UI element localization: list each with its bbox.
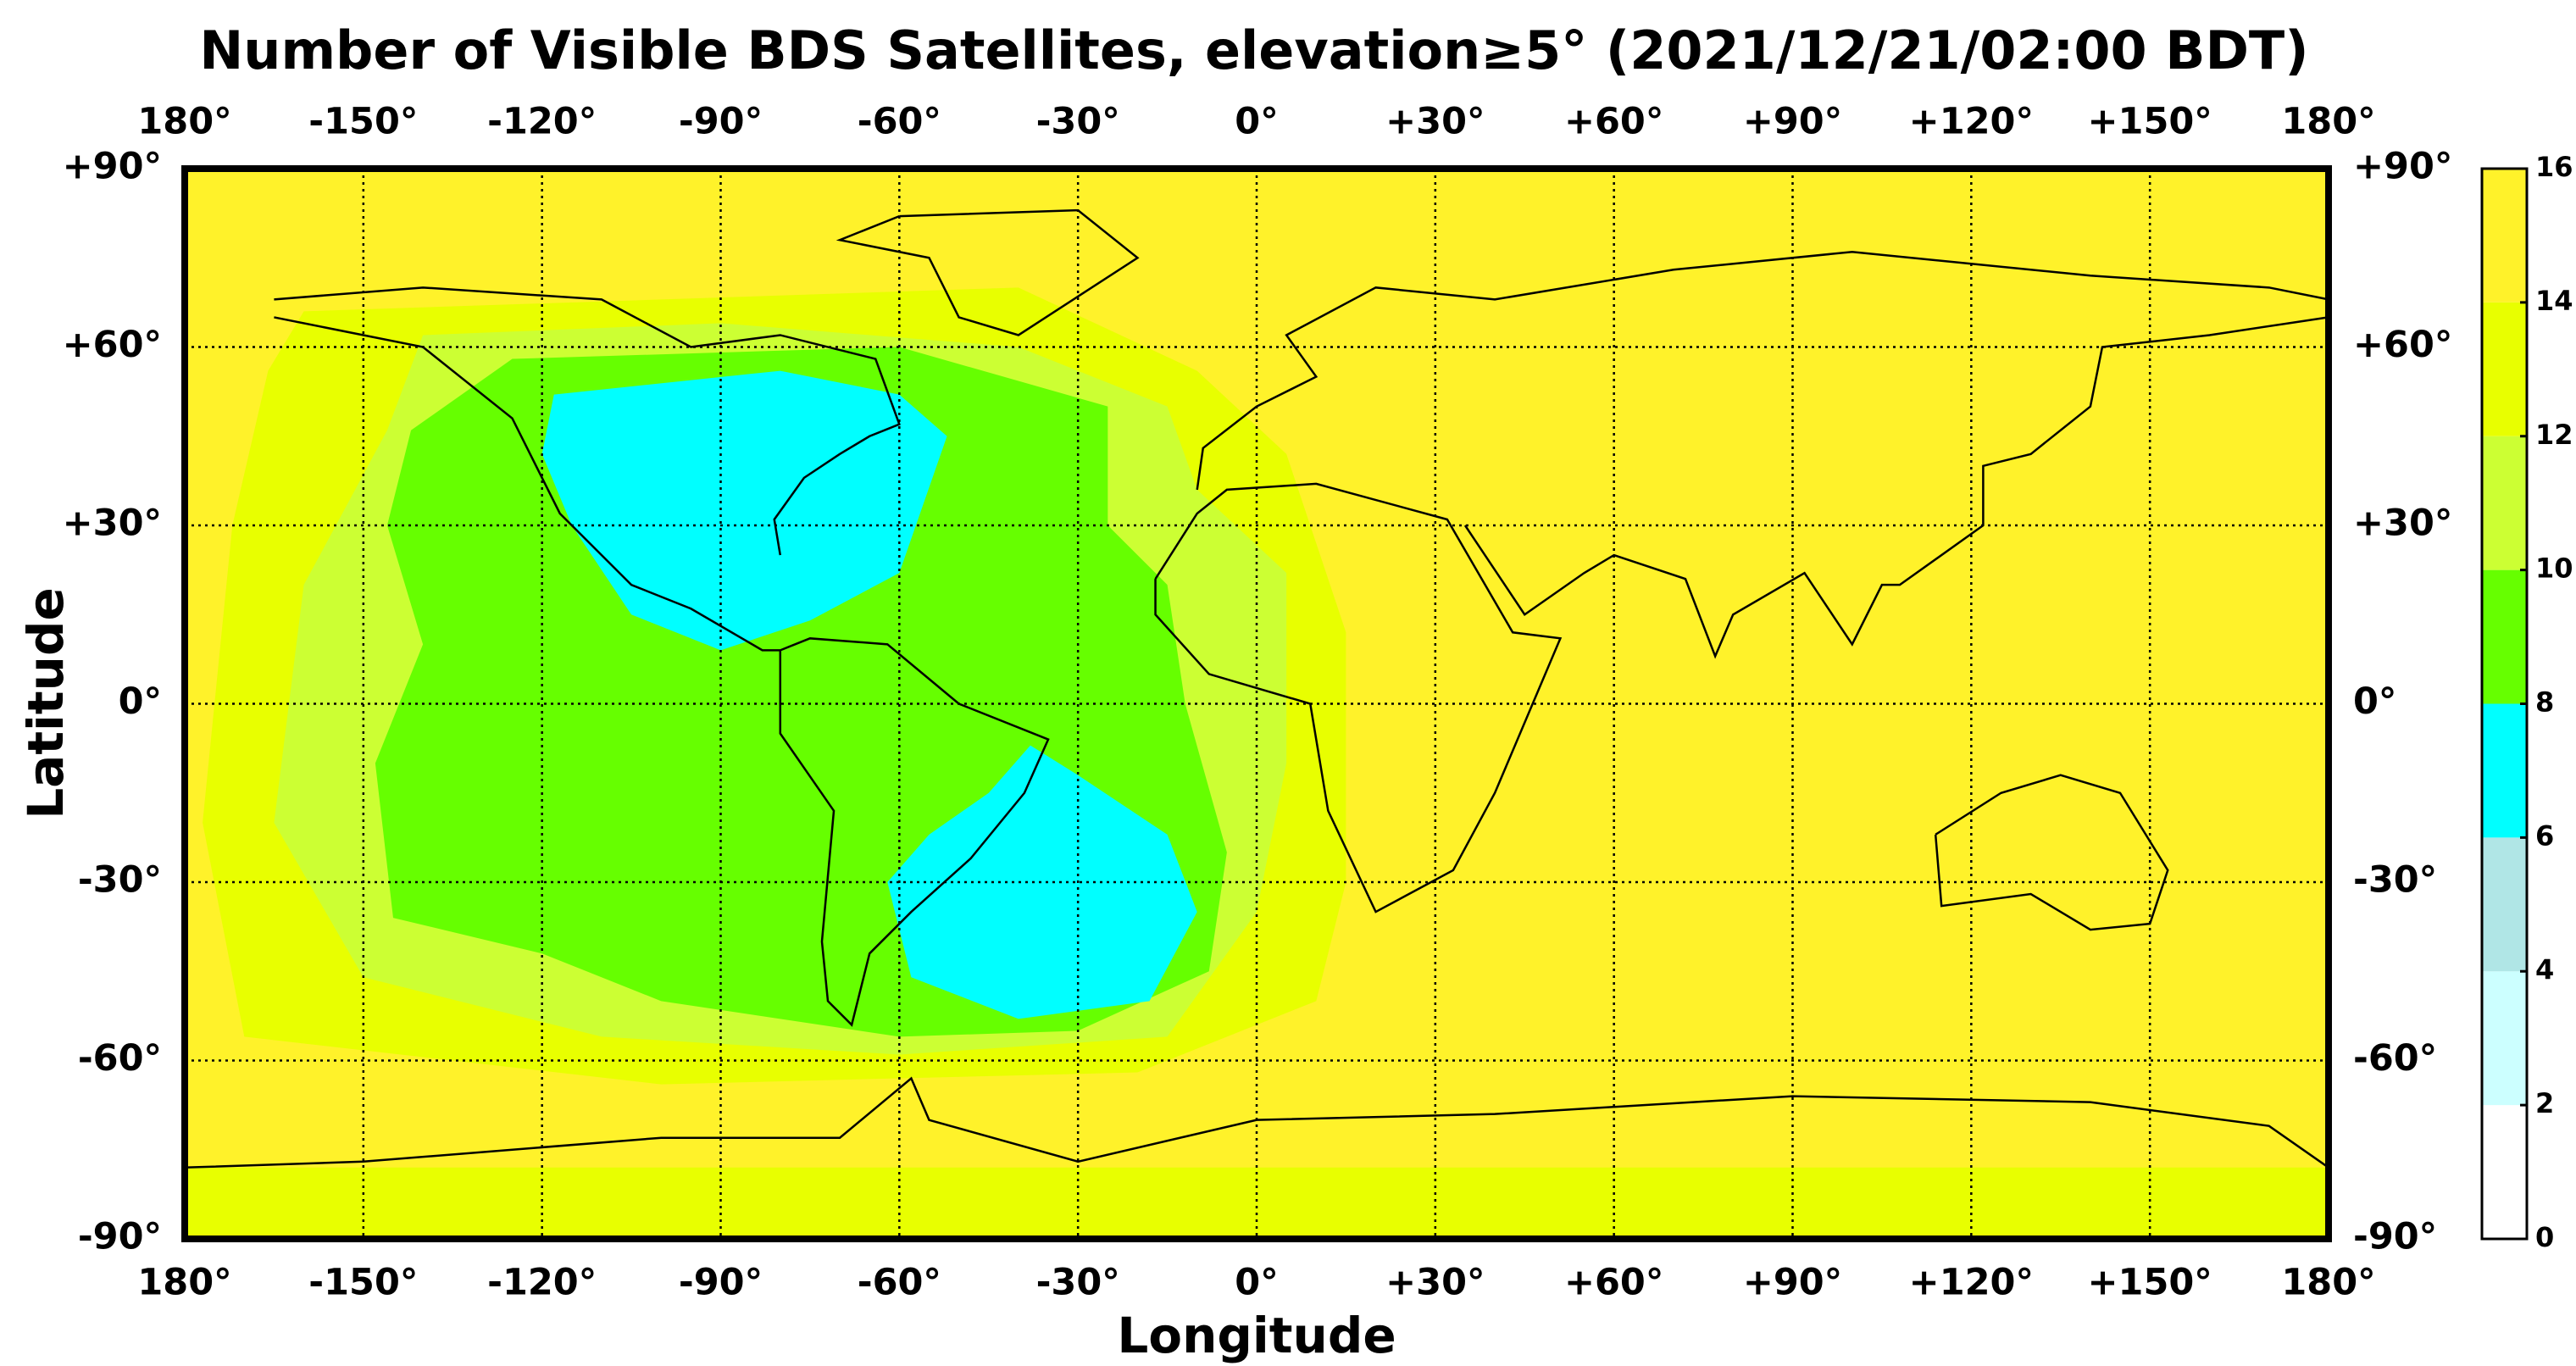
x-tick-label: -120° [487, 101, 597, 143]
x-tick-label: +90° [1743, 101, 1842, 143]
x-axis-label: Longitude [1117, 1307, 1396, 1364]
x-tick-label: +150° [2088, 101, 2212, 143]
chart-title: Number of Visible BDS Satellites, elevat… [199, 19, 2308, 81]
colorbar-segment [2482, 971, 2527, 1106]
y-tick-label: -60° [78, 1037, 162, 1080]
x-tick-label: +120° [1909, 1262, 2034, 1304]
y-tick-label: 0° [119, 680, 162, 723]
y-tick-label: +30° [63, 503, 162, 545]
coastline [184, 1076, 2329, 1169]
x-tick-label: 180° [137, 101, 231, 143]
x-tick-label: -30° [1036, 1262, 1120, 1304]
colorbar-tick-label: 6 [2535, 819, 2554, 852]
x-tick-label: 0° [1235, 101, 1278, 143]
x-tick-label: +120° [1909, 101, 2034, 143]
y-tick-label: 0° [2353, 680, 2396, 723]
x-tick-label: +30° [1385, 1262, 1485, 1304]
coastline [274, 286, 901, 556]
y-tick-label: +30° [2353, 503, 2452, 545]
x-tick-label: +30° [1385, 101, 1485, 143]
coastline [274, 316, 780, 652]
colorbar-tick-label: 0 [2535, 1221, 2554, 1253]
x-tick-label: 180° [2281, 1262, 2375, 1304]
x-tick-label: 0° [1235, 1262, 1278, 1304]
x-tick-label: -150° [308, 101, 418, 143]
y-tick-label: -30° [78, 859, 162, 902]
colorbar-tick-label: 14 [2535, 285, 2573, 317]
colorbar-segment [2482, 837, 2527, 972]
coastline [1463, 316, 2329, 659]
colorbar-tick-label: 4 [2535, 953, 2554, 986]
colorbar-segment [2482, 569, 2527, 704]
y-tick-label: -90° [2353, 1216, 2437, 1258]
colorbar-segment [2482, 1105, 2527, 1239]
y-axis-label: Latitude [17, 587, 75, 819]
y-tick-label: +60° [63, 324, 162, 366]
x-tick-label: -60° [858, 1262, 941, 1304]
x-tick-label: +60° [1564, 101, 1663, 143]
y-tick-label: -90° [78, 1216, 162, 1258]
x-tick-label: 180° [137, 1262, 231, 1304]
y-tick-label: +90° [63, 146, 162, 188]
x-tick-label: 180° [2281, 101, 2375, 143]
colorbar-segment [2482, 703, 2527, 838]
coverage-region [887, 745, 1197, 1019]
x-tick-label: +150° [2088, 1262, 2212, 1304]
colorbar-segment [2482, 169, 2527, 303]
coastline [779, 637, 1050, 1027]
y-tick-label: +60° [2353, 324, 2452, 366]
x-tick-label: +60° [1564, 1262, 1663, 1304]
x-tick-label: -30° [1036, 101, 1120, 143]
y-tick-label: +90° [2353, 146, 2452, 188]
y-tick-label: -30° [2353, 859, 2437, 902]
colorbar-segment [2482, 302, 2527, 436]
colorbar-segment [2482, 436, 2527, 570]
coastline [1934, 774, 2169, 931]
colorbar-tick-label: 10 [2535, 553, 2573, 585]
colorbar-tick-label: 2 [2535, 1087, 2554, 1119]
x-tick-label: -90° [679, 1262, 763, 1304]
colorbar-tick-label: 16 [2535, 151, 2573, 183]
coastline [1196, 250, 2329, 491]
x-tick-label: -120° [487, 1262, 597, 1304]
coastline [836, 208, 1140, 336]
colorbar-tick-label: 8 [2535, 686, 2554, 719]
x-tick-label: -90° [679, 101, 763, 143]
y-tick-label: -60° [2353, 1037, 2437, 1080]
colorbar-tick-label: 12 [2535, 419, 2573, 451]
x-tick-label: -60° [858, 101, 941, 143]
x-tick-label: -150° [308, 1262, 418, 1304]
map-frame [181, 165, 2332, 1242]
x-tick-label: +90° [1743, 1262, 1842, 1304]
coverage-region [541, 370, 947, 651]
